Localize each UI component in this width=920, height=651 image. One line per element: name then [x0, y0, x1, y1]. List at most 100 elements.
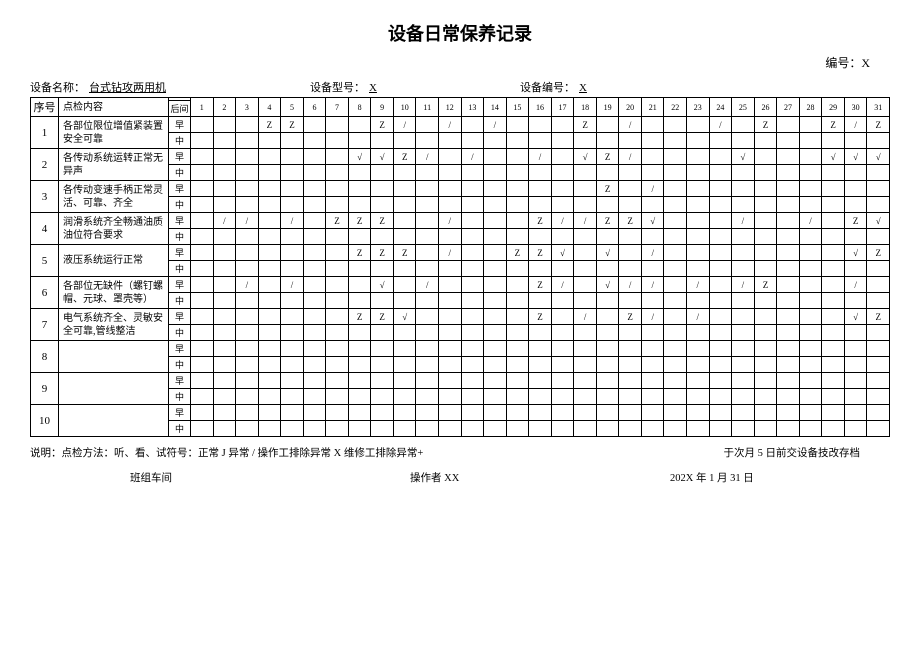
mark-cell [191, 405, 214, 421]
notes-row-1: 说明：点检方法：听、看、试符号：正常 J 异常 / 操作工排除异常 X 维修工排… [30, 445, 890, 464]
mark-cell [506, 325, 529, 341]
mark-cell [551, 181, 574, 197]
mark-cell [416, 229, 439, 245]
mark-cell: Z [393, 149, 416, 165]
mark-cell: Z [619, 309, 642, 325]
mark-cell [236, 229, 259, 245]
mark-cell [867, 341, 890, 357]
mark-cell [822, 213, 845, 229]
mark-cell [506, 405, 529, 421]
table-header: 19 [596, 98, 619, 117]
mark-cell [393, 181, 416, 197]
mark-cell [213, 405, 236, 421]
mark-cell [258, 149, 281, 165]
mark-cell [799, 389, 822, 405]
mark-cell [641, 421, 664, 437]
mark-cell [664, 421, 687, 437]
mark-cell [822, 165, 845, 181]
mark-cell [393, 261, 416, 277]
mark-cell [844, 421, 867, 437]
mark-cell [506, 373, 529, 389]
mark-cell [258, 133, 281, 149]
mark-cell [664, 165, 687, 181]
mark-cell [867, 325, 890, 341]
mark-cell [709, 165, 732, 181]
mark-cell [641, 261, 664, 277]
mark-cell [393, 373, 416, 389]
mark-cell [348, 421, 371, 437]
mark-cell [777, 293, 800, 309]
mark-cell [551, 421, 574, 437]
mark-cell [799, 325, 822, 341]
mark-cell [777, 389, 800, 405]
mark-cell [687, 117, 710, 133]
mark-cell [551, 373, 574, 389]
mark-cell [619, 229, 642, 245]
mark-cell [641, 149, 664, 165]
mark-cell [348, 357, 371, 373]
table-row: 3各传动变速手柄正常灵活、可靠、齐全早Z/ [31, 181, 890, 197]
mark-cell [416, 117, 439, 133]
mark-cell [777, 117, 800, 133]
mark-cell [732, 309, 755, 325]
mark-cell [281, 133, 304, 149]
mark-cell: / [641, 309, 664, 325]
mark-cell [844, 389, 867, 405]
mark-cell [506, 133, 529, 149]
shift-cell: 早 [169, 245, 191, 261]
mark-cell [709, 245, 732, 261]
mark-cell [281, 293, 304, 309]
equip-no-label: 设备编号： [520, 79, 575, 95]
content-cell [59, 341, 169, 373]
seq-cell: 8 [31, 341, 59, 373]
shift-cell: 中 [169, 293, 191, 309]
mark-cell [754, 373, 777, 389]
mark-cell [191, 149, 214, 165]
mark-cell: / [236, 213, 259, 229]
mark-cell [281, 197, 304, 213]
mark-cell [799, 261, 822, 277]
doc-number: 编号：X [30, 54, 890, 71]
mark-cell [754, 229, 777, 245]
mark-cell [732, 261, 755, 277]
mark-cell [619, 165, 642, 181]
mark-cell [484, 133, 507, 149]
mark-cell [258, 181, 281, 197]
mark-cell [574, 389, 597, 405]
shift-cell: 早 [169, 277, 191, 293]
mark-cell [213, 117, 236, 133]
mark-cell [191, 389, 214, 405]
mark-cell: Z [529, 309, 552, 325]
mark-cell [641, 133, 664, 149]
mark-cell [303, 165, 326, 181]
mark-cell [619, 181, 642, 197]
table-header: 5 [281, 98, 304, 117]
table-header: 25 [732, 98, 755, 117]
mark-cell [822, 405, 845, 421]
mark-cell [529, 197, 552, 213]
mark-cell [393, 165, 416, 181]
mark-cell [551, 133, 574, 149]
mark-cell [619, 373, 642, 389]
mark-cell [281, 325, 304, 341]
mark-cell [213, 165, 236, 181]
mark-cell [236, 389, 259, 405]
mark-cell [461, 245, 484, 261]
table-header: 27 [777, 98, 800, 117]
mark-cell: √ [371, 277, 394, 293]
mark-cell [596, 133, 619, 149]
mark-cell [258, 229, 281, 245]
mark-cell [416, 133, 439, 149]
mark-cell [461, 117, 484, 133]
mark-cell [303, 149, 326, 165]
mark-cell [506, 213, 529, 229]
mark-cell [213, 357, 236, 373]
mark-cell [484, 325, 507, 341]
mark-cell: Z [348, 309, 371, 325]
mark-cell [348, 293, 371, 309]
mark-cell [867, 293, 890, 309]
mark-cell [416, 357, 439, 373]
mark-cell [303, 133, 326, 149]
mark-cell: / [641, 277, 664, 293]
mark-cell [687, 325, 710, 341]
